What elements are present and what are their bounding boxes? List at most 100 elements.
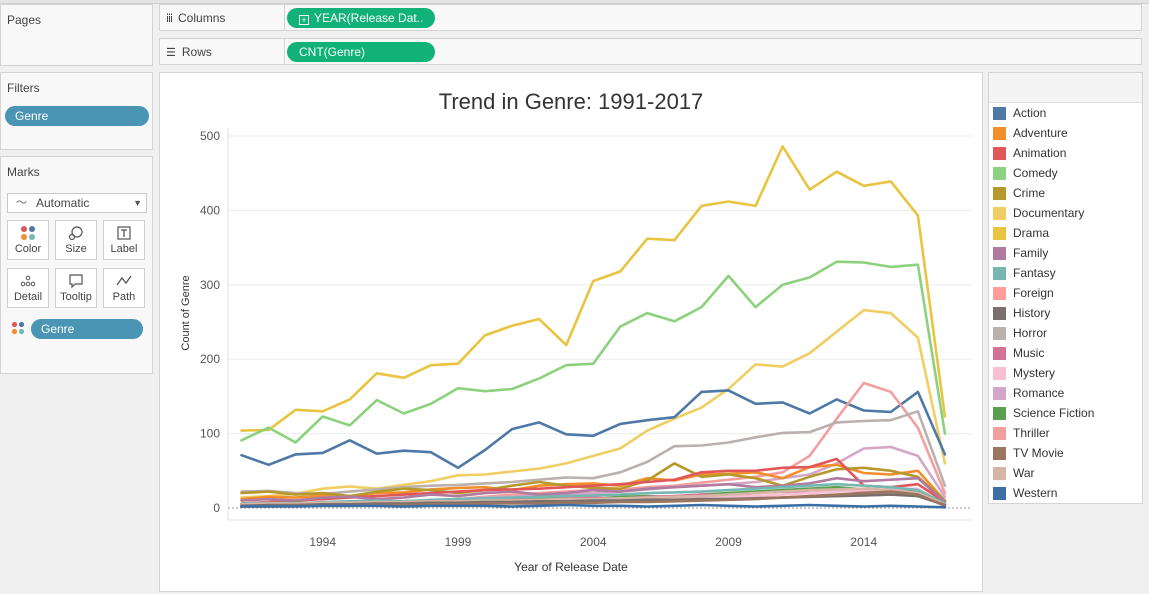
x-tick-label: 2014	[850, 535, 877, 549]
legend-label: Crime	[1013, 186, 1045, 200]
legend-label: Action	[1013, 106, 1047, 120]
legend-item[interactable]: Mystery	[993, 364, 1141, 384]
rows-label-text: Rows	[181, 45, 212, 59]
chart-title: Trend in Genre: 1991-2017	[439, 89, 704, 114]
legend-item[interactable]: Comedy	[993, 164, 1141, 184]
filters-card: Filters Genre	[0, 72, 153, 150]
legend-swatch	[993, 107, 1006, 120]
legend-label: Western	[1013, 486, 1058, 500]
legend-swatch	[993, 287, 1006, 300]
line-chart: Trend in Genre: 1991-2017 0 100 200 300 400 5…	[180, 89, 972, 574]
top-strip	[0, 0, 1149, 4]
columns-pill[interactable]: + YEAR(Release Dat..	[287, 8, 435, 28]
legend-label: Romance	[1013, 386, 1065, 400]
legend-item[interactable]: Documentary	[993, 204, 1141, 224]
legend-label: Comedy	[1013, 166, 1058, 180]
legend-item[interactable]: Drama	[993, 224, 1141, 244]
color-button-label: Color	[14, 243, 42, 255]
path-icon	[104, 273, 144, 291]
size-button-label: Size	[65, 243, 87, 255]
color-mark-icon	[11, 321, 25, 338]
shelf-divider	[284, 5, 285, 30]
filter-pill-genre[interactable]: Genre	[5, 106, 149, 126]
size-button[interactable]: Size	[55, 220, 97, 260]
legend-swatch	[993, 147, 1006, 160]
label-button[interactable]: Label	[103, 220, 145, 260]
legend-item[interactable]: Music	[993, 344, 1141, 364]
legend-item[interactable]: Crime	[993, 184, 1141, 204]
color-button[interactable]: Color	[7, 220, 49, 260]
legend-swatch	[993, 267, 1006, 280]
pages-card: Pages	[0, 4, 153, 66]
legend-label: Mystery	[1013, 366, 1055, 380]
series-line-family	[240, 476, 947, 504]
legend-label: War	[1013, 466, 1035, 480]
legend-item[interactable]: Western	[993, 484, 1141, 504]
series-line-horror	[240, 409, 947, 496]
size-icon	[56, 225, 96, 243]
legend-item[interactable]: History	[993, 304, 1141, 324]
series-line-documentary	[240, 308, 947, 499]
series-line-action	[240, 389, 947, 470]
line-mark-icon: 〜	[16, 197, 27, 209]
legend-swatch	[993, 447, 1006, 460]
detail-button[interactable]: Detail	[7, 268, 49, 308]
filters-title: Filters	[7, 81, 40, 95]
label-icon	[104, 225, 144, 243]
legend-label: Horror	[1013, 326, 1048, 340]
rows-icon: ☰	[166, 47, 176, 59]
legend-swatch	[993, 247, 1006, 260]
mark-type-dropdown[interactable]: 〜 Automatic ▼	[7, 193, 147, 213]
label-button-label: Label	[110, 243, 138, 255]
detail-button-label: Detail	[13, 291, 43, 303]
legend-swatch	[993, 347, 1006, 360]
legend-label: Thriller	[1013, 426, 1050, 440]
marks-title: Marks	[7, 165, 40, 179]
color-pill-genre[interactable]: Genre	[31, 319, 143, 339]
legend-item[interactable]: TV Movie	[993, 444, 1141, 464]
legend-item[interactable]: Horror	[993, 324, 1141, 344]
legend-item[interactable]: Adventure	[993, 124, 1141, 144]
pages-title: Pages	[7, 13, 42, 27]
rows-pill[interactable]: CNT(Genre)	[287, 42, 435, 62]
path-button[interactable]: Path	[103, 268, 145, 308]
legend-item[interactable]: Thriller	[993, 424, 1141, 444]
tooltip-button[interactable]: Tooltip	[55, 268, 97, 308]
y-tick-label: 400	[200, 203, 220, 217]
columns-label: ⅲ Columns	[166, 11, 225, 25]
legend-label: Documentary	[1013, 206, 1085, 220]
legend-swatch	[993, 367, 1006, 380]
y-tick-label: 500	[200, 129, 220, 143]
legend-item[interactable]: Action	[993, 104, 1141, 124]
legend-swatch	[993, 127, 1006, 140]
y-tick-label: 0	[213, 501, 220, 515]
series-line-comedy	[240, 260, 947, 444]
legend-item[interactable]: Romance	[993, 384, 1141, 404]
legend-item[interactable]: Foreign	[993, 284, 1141, 304]
legend-swatch	[993, 207, 1006, 220]
legend-item[interactable]: Family	[993, 244, 1141, 264]
columns-shelf: ⅲ Columns + YEAR(Release Dat..	[159, 4, 1142, 31]
marks-card: Marks 〜 Automatic ▼ Color Size Label Det…	[0, 156, 153, 374]
legend-label: Foreign	[1013, 286, 1054, 300]
legend-swatch	[993, 227, 1006, 240]
x-axis-title: Year of Release Date	[514, 560, 628, 574]
rows-shelf: ☰ Rows CNT(Genre)	[159, 38, 1142, 65]
axis-layer: 0 100 200 300 400 500 1994 1999 2004 2009 2014	[200, 129, 877, 549]
legend-item[interactable]: Fantasy	[993, 264, 1141, 284]
grid-layer	[227, 128, 972, 521]
legend-item[interactable]: Science Fiction	[993, 404, 1141, 424]
columns-label-text: Columns	[178, 11, 226, 25]
series-line-fantasy	[240, 482, 947, 505]
legend-label: Fantasy	[1013, 266, 1056, 280]
x-tick-label: 1999	[445, 535, 472, 549]
series-line-western	[240, 503, 947, 509]
series-line-drama	[240, 145, 947, 432]
detail-icon	[8, 273, 48, 291]
legend-swatch	[993, 407, 1006, 420]
legend-label: Drama	[1013, 226, 1050, 240]
mark-type-label: Automatic	[36, 196, 90, 210]
legend-item[interactable]: War	[993, 464, 1141, 484]
legend-item[interactable]: Animation	[993, 144, 1141, 164]
legend-label: Music	[1013, 346, 1045, 360]
